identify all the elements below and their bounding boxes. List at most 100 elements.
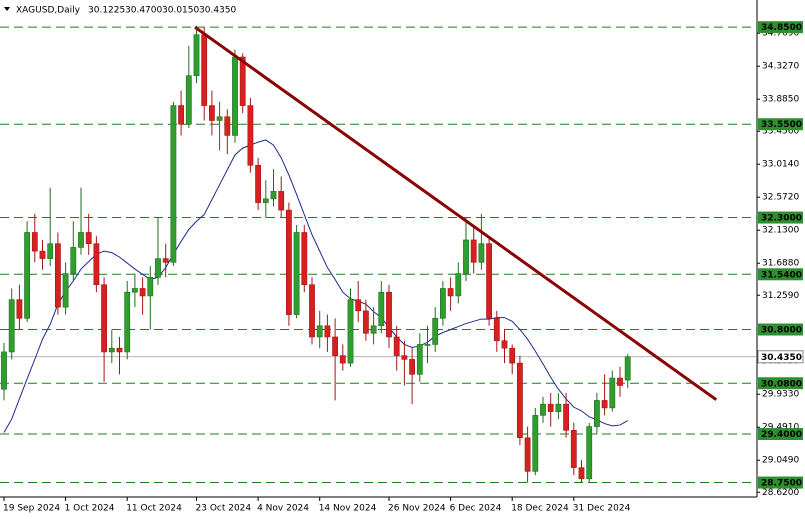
candle-body [8, 299, 15, 353]
candle-body [78, 232, 84, 248]
current-price-label: 30.4350 [761, 353, 802, 363]
candle-body [593, 400, 600, 427]
candle-body [362, 310, 369, 334]
x-tick-label: 23 Oct 2024 [196, 504, 252, 514]
candle-body [247, 105, 254, 166]
y-tick-label: 32.5720 [762, 193, 799, 203]
y-tick-label: 31.2590 [762, 291, 799, 301]
header-open: 30.1225 [88, 6, 125, 16]
candle-body [439, 288, 446, 319]
candle-body [470, 239, 477, 263]
candle-body [108, 347, 115, 353]
candle-body [547, 403, 554, 412]
candle-body [93, 243, 100, 286]
level-label: 29.4000 [761, 430, 802, 440]
candle-body [293, 232, 300, 315]
candle-body [162, 258, 169, 263]
y-tick-label: 34.3270 [762, 62, 799, 72]
level-label: 30.8000 [761, 326, 802, 336]
x-tick-label: 18 Dec 2024 [511, 504, 569, 514]
candle-body [255, 164, 261, 203]
candle-body [401, 355, 408, 360]
x-tick-label: 4 Nov 2024 [257, 504, 309, 514]
candle-body [370, 325, 377, 334]
y-tick-label: 34.7690 [762, 29, 799, 39]
candle-body [478, 243, 485, 263]
candle-body [393, 336, 400, 356]
level-label: 32.3000 [761, 214, 802, 224]
candle-body [409, 359, 415, 375]
candle-body [139, 288, 146, 297]
level-label-box [758, 377, 803, 390]
candle-body [386, 291, 392, 338]
candle-body [85, 232, 92, 244]
candle-body [201, 34, 208, 106]
candle-body [47, 243, 54, 259]
candle-body [555, 403, 562, 412]
candle-body [147, 276, 154, 297]
level-label-box [758, 323, 803, 336]
candle-body [70, 247, 77, 274]
x-tick-label: 14 Nov 2024 [319, 504, 377, 514]
y-tick-label: 31.6880 [762, 259, 799, 269]
candle-body [278, 191, 285, 211]
candle-body [601, 400, 608, 409]
candle-body [501, 340, 508, 349]
level-label: 31.5400 [761, 270, 802, 280]
trendline [194, 25, 718, 401]
candle-body [355, 299, 362, 312]
header-close: 30.4350 [199, 6, 236, 16]
candle-body [455, 273, 462, 297]
y-tick-label: 33.4560 [762, 127, 799, 137]
y-tick-label: 29.9330 [762, 390, 799, 400]
candle-body [624, 356, 631, 381]
x-tick-label: 26 Nov 2024 [388, 504, 446, 514]
candle-body [516, 362, 523, 439]
current-price-box [757, 350, 804, 364]
x-tick-label: 31 Dec 2024 [573, 504, 631, 514]
y-tick-label: 33.0140 [762, 160, 799, 170]
candle-body [31, 232, 38, 252]
candle-body [24, 232, 30, 319]
x-tick-label: 6 Dec 2024 [450, 504, 502, 514]
candle-body [586, 426, 593, 480]
candle-body [447, 288, 454, 297]
level-label-box [758, 21, 803, 34]
level-label: 33.5500 [761, 120, 802, 130]
x-tick-label: 19 Sep 2024 [3, 504, 60, 514]
level-label-box [758, 211, 803, 224]
candle-body [324, 325, 331, 338]
candle-body [509, 347, 516, 364]
candle-body [486, 243, 492, 319]
candle-body [224, 116, 231, 136]
candle-body [563, 403, 569, 431]
level-label-box [758, 118, 803, 131]
x-tick-label: 1 Oct 2024 [65, 504, 115, 514]
candle-body [132, 288, 138, 293]
candle-body [339, 355, 346, 364]
candle-body [170, 105, 177, 263]
candle-body [332, 336, 338, 356]
symbol: XAGUSD,Daily [16, 6, 81, 16]
candle-body [309, 284, 315, 338]
header-low: 30.0150 [162, 6, 199, 16]
candle-body [578, 467, 585, 480]
candle-body [432, 318, 439, 345]
candle-body [193, 34, 200, 77]
level-label-box [758, 428, 803, 441]
level-label-box [758, 476, 803, 489]
candle-body [101, 284, 107, 353]
candle-body [1, 351, 7, 390]
candle-body [62, 273, 69, 308]
candle-body [524, 437, 531, 472]
candle-body [16, 299, 23, 319]
candle-body [54, 243, 61, 308]
candle-body [609, 377, 616, 409]
candle-body [270, 191, 277, 200]
level-label: 28.7500 [761, 479, 802, 489]
menu-triangle[interactable] [4, 7, 10, 11]
candle-body [316, 325, 323, 338]
level-label-box [758, 268, 803, 281]
candle-body [209, 105, 215, 121]
